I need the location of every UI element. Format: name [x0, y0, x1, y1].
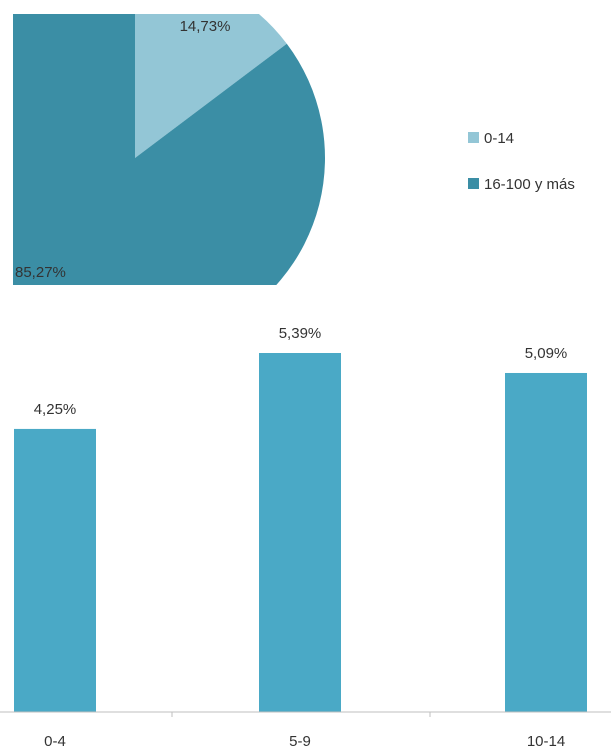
x-tick-label-5-9: 5-9	[289, 733, 311, 749]
bar-data-label-10-14: 5,09%	[525, 345, 568, 362]
pie-slice-label-0-14: 14,73%	[180, 18, 231, 35]
x-tick-label-10-14: 10-14	[527, 733, 565, 749]
bar-10-14	[505, 372, 587, 712]
legend-swatch-0-14	[468, 132, 479, 143]
pie-slice-label-16-100: 85,27%	[15, 264, 66, 281]
legend-label-0-14: 0-14	[484, 130, 514, 147]
pie-slice-0-14	[135, 14, 287, 158]
bar-chart: 4,25% 0-4 5,39% 5-9 5,09% 10-14	[0, 325, 611, 749]
legend-label-16-100: 16-100 y más	[484, 176, 575, 193]
x-tick-label-0-4: 0-4	[44, 733, 66, 749]
legend-swatch-16-100	[468, 178, 479, 189]
bar-data-label-0-4: 4,25%	[34, 401, 77, 418]
pie-chart: 14,73% 85,27%	[13, 14, 325, 285]
bar-0-4	[14, 428, 96, 712]
bar-data-label-5-9: 5,39%	[279, 325, 322, 342]
pie-slice-16-100-y-m-s	[13, 14, 325, 285]
pie-legend: 0-14 16-100 y más	[468, 130, 575, 193]
bar-5-9	[259, 353, 341, 712]
